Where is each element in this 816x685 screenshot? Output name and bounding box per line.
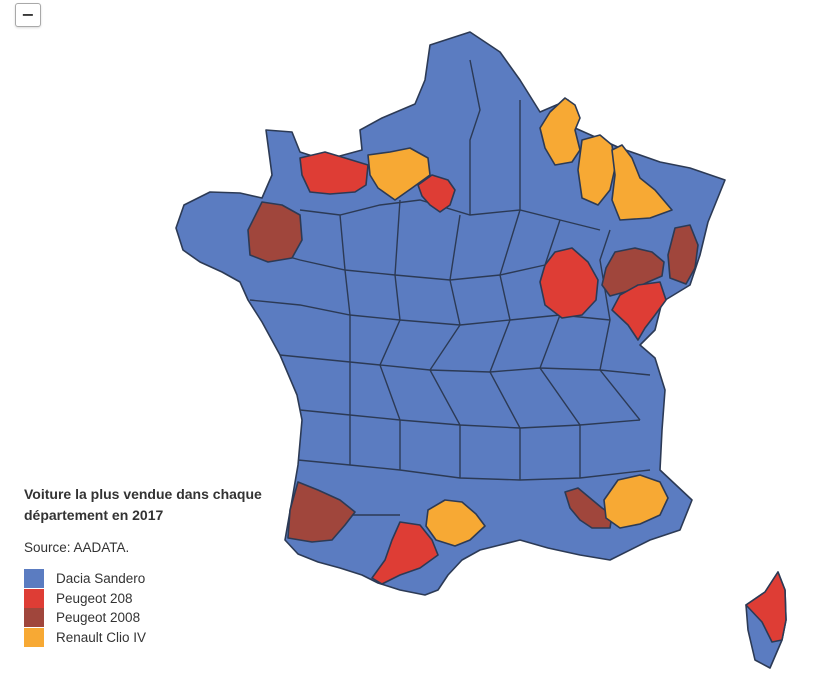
legend-swatch — [24, 569, 44, 589]
legend-title-line1: Voiture la plus vendue dans chaque — [24, 486, 262, 502]
department-ile-de-france — [417, 174, 456, 213]
legend: Voiture la plus vendue dans chaque dépar… — [24, 484, 324, 647]
department-landes — [287, 481, 356, 543]
legend-item-label: Dacia Sandero — [56, 571, 146, 587]
legend-title-line2: département en 2017 — [24, 507, 164, 523]
legend-item-peugeot-2008: Peugeot 2008 — [24, 608, 324, 628]
department-cote-d-or — [539, 247, 599, 319]
department-haute-corse — [745, 571, 787, 643]
department-meuse-meurthe — [611, 144, 673, 221]
department-ardennes — [539, 97, 581, 166]
department-oise — [367, 147, 431, 201]
legend-swatch — [24, 588, 44, 608]
legend-item-peugeot-208: Peugeot 208 — [24, 588, 324, 609]
legend-items: Dacia Sandero Peugeot 208 Peugeot 2008 R… — [24, 569, 324, 647]
legend-swatch — [24, 608, 44, 628]
legend-item-dacia-sandero: Dacia Sandero — [24, 569, 324, 589]
department-haut-rhin — [667, 224, 699, 285]
legend-item-label: Renault Clio IV — [56, 629, 147, 645]
department-marne — [577, 134, 616, 206]
legend-swatch — [24, 627, 44, 647]
zoom-out-button[interactable]: − — [15, 3, 41, 27]
department-tarn — [425, 499, 486, 547]
department-jura — [611, 281, 667, 341]
legend-source: Source: AADATA. — [24, 540, 130, 555]
legend-title: Voiture la plus vendue dans chaque dépar… — [24, 484, 324, 526]
department-calvados-eure — [299, 151, 369, 195]
department-mayenne — [247, 201, 303, 263]
legend-item-label: Peugeot 208 — [56, 590, 133, 606]
department-haute-garonne — [371, 521, 439, 585]
department-doubs — [601, 247, 665, 297]
department-var — [603, 474, 669, 529]
legend-item-label: Peugeot 2008 — [56, 610, 141, 626]
legend-item-renault-clio-iv: Renault Clio IV — [24, 627, 324, 648]
